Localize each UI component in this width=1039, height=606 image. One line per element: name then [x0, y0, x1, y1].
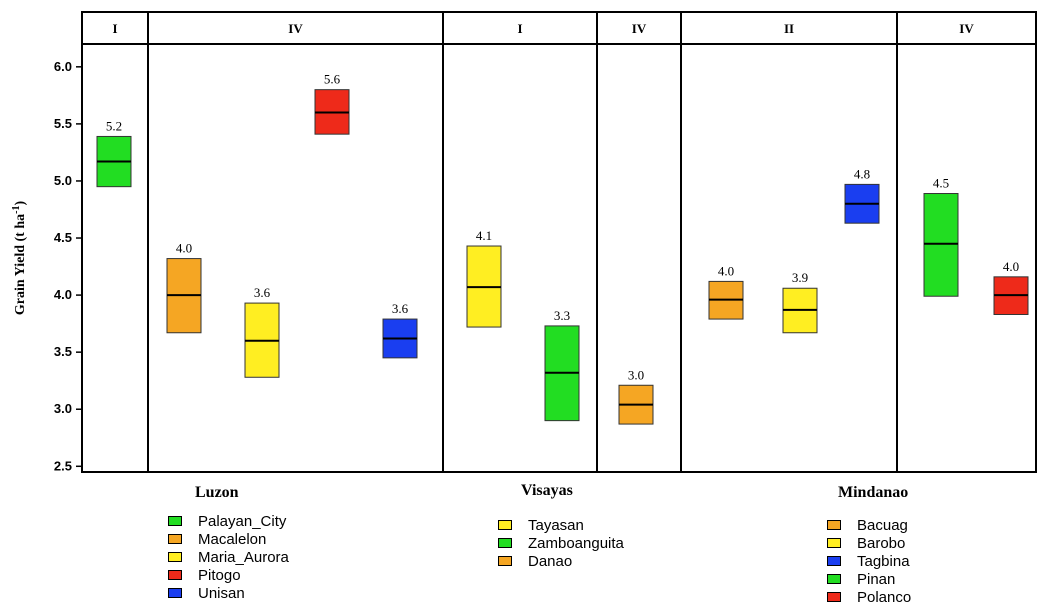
panel-header-label: IV [288, 21, 303, 36]
legend-item: Macalelon [168, 530, 289, 548]
legend-item: Unisan [168, 584, 289, 602]
legend-swatch [168, 570, 182, 580]
box-value-label: 4.0 [1003, 259, 1019, 274]
legend-item: Pitogo [168, 566, 289, 584]
legend-swatch [827, 520, 841, 530]
legend-mindanao: Bacuag Barobo Tagbina Pinan Polanco [827, 516, 911, 606]
legend-swatch [168, 534, 182, 544]
legend-item: Tayasan [498, 516, 624, 534]
legend-item: Bacuag [827, 516, 911, 534]
box-value-label: 3.3 [554, 308, 570, 323]
plot-frame [81, 11, 1037, 473]
box-value-label: 4.0 [718, 263, 734, 278]
legend-label: Pitogo [198, 566, 241, 584]
legend-label: Maria_Aurora [198, 548, 289, 566]
y-tick-label: 5.0 [54, 173, 72, 188]
region-label-luzon: Luzon [195, 484, 239, 501]
box-value-label: 5.2 [106, 118, 122, 133]
legend-swatch [827, 538, 841, 548]
legend-label: Barobo [857, 534, 906, 552]
legend-item: Maria_Aurora [168, 548, 289, 566]
legend-label: Tagbina [857, 552, 910, 570]
legend-swatch [827, 592, 841, 602]
region-label-mindanao: Mindanao [838, 484, 909, 501]
legend-label: Unisan [198, 584, 245, 602]
legend-label: Danao [528, 552, 573, 570]
y-axis-label-superscript: -1 [11, 206, 22, 214]
y-tick-label: 4.5 [54, 230, 72, 245]
box-pinan [923, 193, 959, 297]
legend-luzon: Palayan_City Macalelon Maria_Aurora Pito… [168, 512, 289, 602]
box-value-label: 4.5 [933, 176, 949, 191]
legend-label: Zamboanguita [528, 534, 624, 552]
panel-header-label: IV [959, 21, 974, 36]
legend-swatch [168, 588, 182, 598]
legend-label: Macalelon [198, 530, 267, 548]
legend-item: Zamboanguita [498, 534, 624, 552]
y-axis-label: Grain Yield (t ha-1) [11, 201, 28, 316]
legend-swatch [168, 516, 182, 526]
legend-item: Tagbina [827, 552, 911, 570]
region-label-visayas: Visayas [521, 482, 573, 499]
y-tick-label: 6.0 [54, 59, 72, 74]
y-tick-label: 2.5 [54, 458, 72, 473]
grain-yield-chart: I IV I IV II IV 2.5 3.0 3.5 4.0 4.5 5.0 5.5 6.0 Grain … [11, 11, 1037, 473]
y-axis-label-text: Grain Yield (t ha [13, 214, 28, 315]
panel-header-label: I [112, 21, 117, 36]
legend-label: Polanco [857, 588, 912, 606]
y-axis-label-suffix: ) [13, 201, 28, 206]
panel-header-label: II [784, 21, 794, 36]
y-tick-label: 3.0 [54, 401, 72, 416]
legend-item: Danao [498, 552, 624, 570]
box-value-label: 3.0 [628, 367, 644, 382]
y-tick-label: 5.5 [54, 116, 72, 131]
legend-swatch [168, 552, 182, 562]
box-value-label: 4.8 [854, 166, 870, 181]
y-tick-label: 3.5 [54, 344, 72, 359]
legend-swatch [827, 574, 841, 584]
panel-header-label: IV [632, 21, 647, 36]
legend-visayas: Tayasan Zamboanguita Danao [498, 516, 624, 570]
box-value-label: 3.6 [254, 285, 271, 300]
legend-label: Bacuag [857, 516, 908, 534]
legend-swatch [498, 538, 512, 548]
legend-item: Palayan_City [168, 512, 289, 530]
legend-label: Pinan [857, 570, 896, 588]
box-value-label: 3.9 [792, 270, 808, 285]
legend-item: Barobo [827, 534, 911, 552]
legend-swatch [498, 556, 512, 566]
y-tick-label: 4.0 [54, 287, 72, 302]
legend-item: Pinan [827, 570, 911, 588]
legend-item: Polanco [827, 588, 911, 606]
legend-label: Tayasan [528, 516, 584, 534]
box-value-label: 5.6 [324, 72, 341, 87]
legend-swatch [498, 520, 512, 530]
legend-swatch [827, 556, 841, 566]
panel-header-label: I [517, 21, 522, 36]
box-value-label: 4.1 [476, 228, 492, 243]
legend-label: Palayan_City [198, 512, 287, 530]
box-value-label: 4.0 [176, 241, 192, 256]
box-value-label: 3.6 [392, 301, 409, 316]
